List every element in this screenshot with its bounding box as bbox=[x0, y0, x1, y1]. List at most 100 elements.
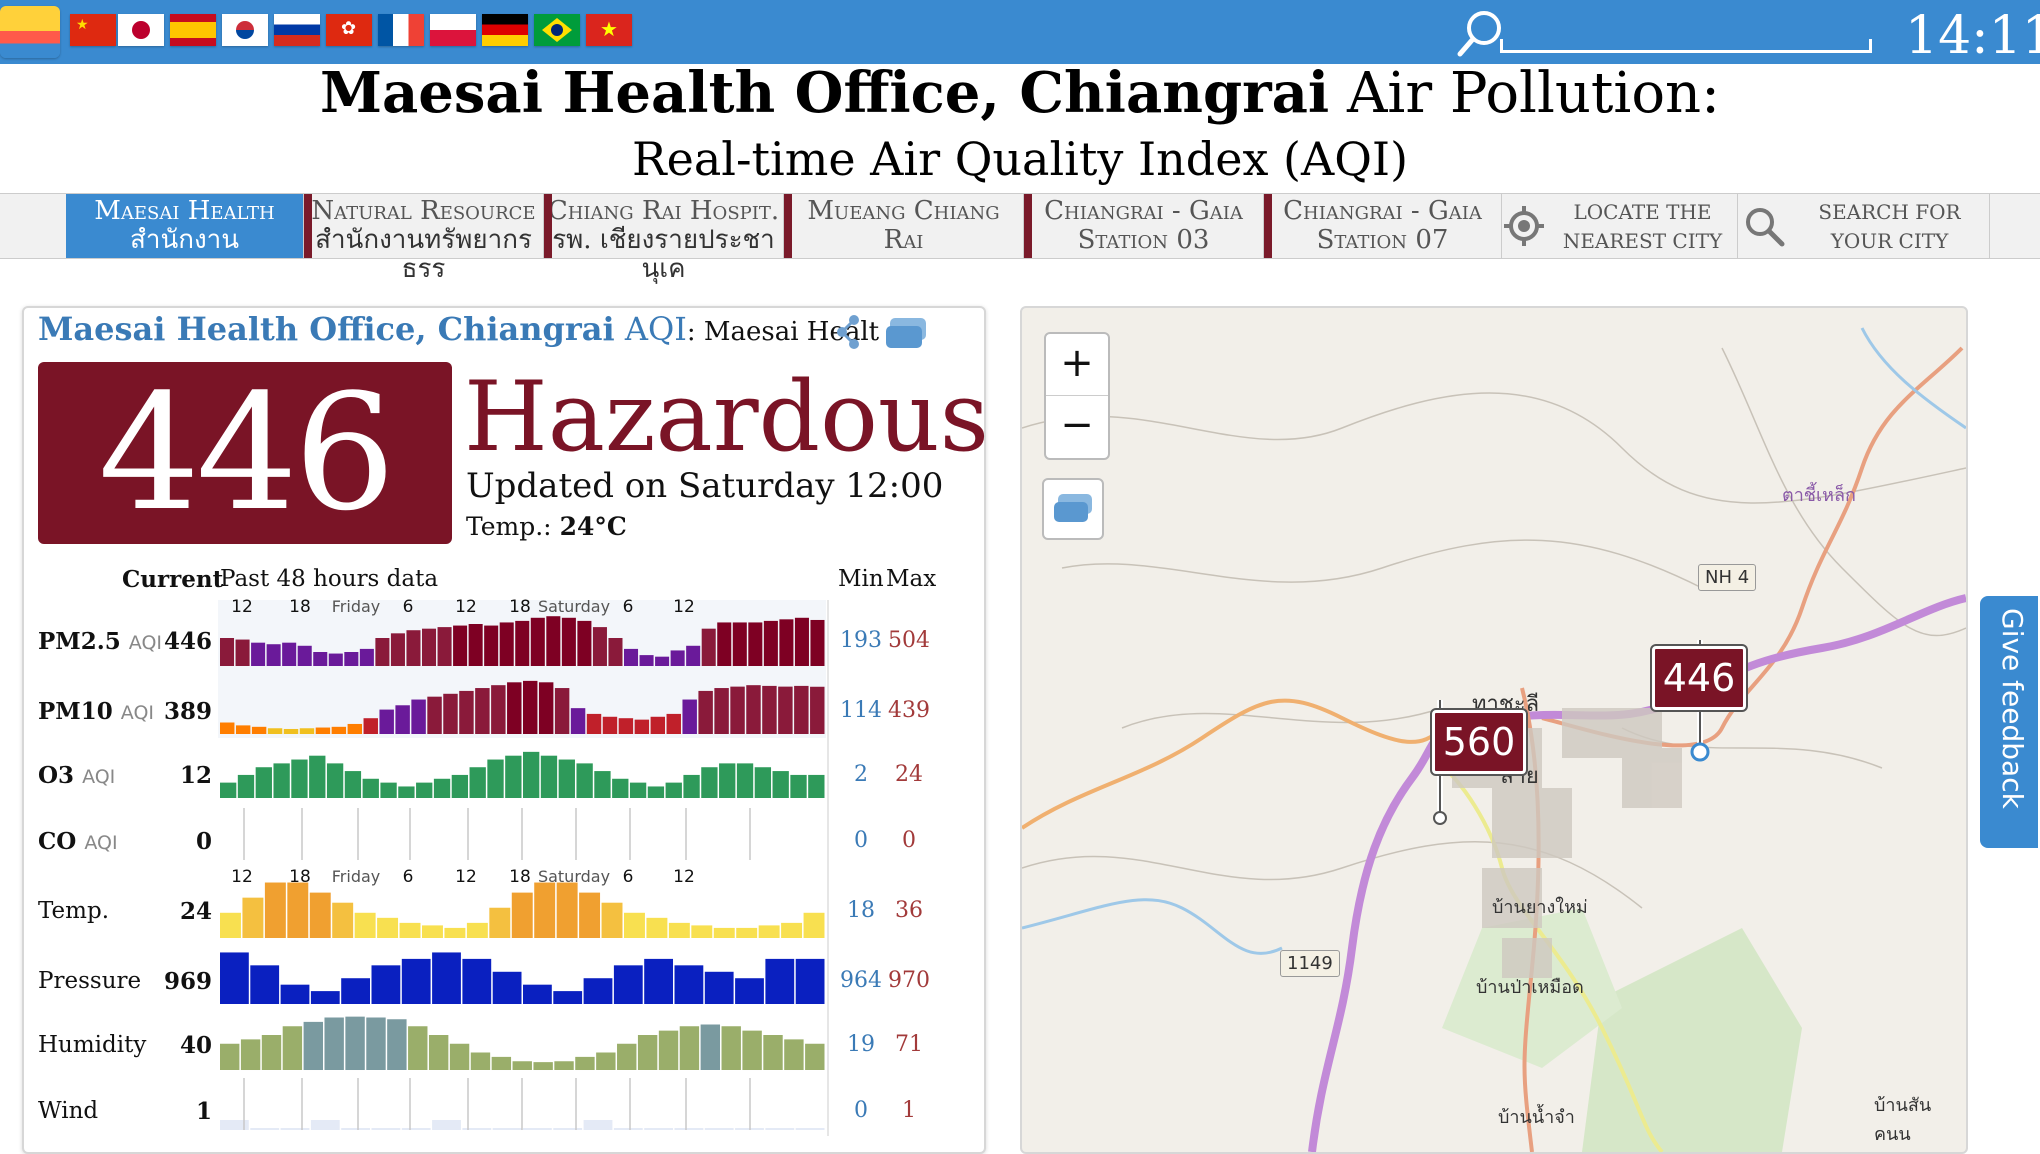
map-marker-446[interactable]: 446 bbox=[1652, 646, 1746, 710]
page-title: Maesai Health Office, Chiangrai Air Poll… bbox=[320, 60, 1720, 126]
station-nav: Maesai Health สำนักงานสาธารณสุข Natural R… bbox=[0, 193, 2040, 284]
nav-item-gaia-station-07[interactable]: Chiangrai - Gaia Station 07 bbox=[1264, 194, 1502, 258]
zoom-out-button[interactable]: − bbox=[1046, 395, 1108, 457]
header-max: Max bbox=[886, 566, 937, 592]
row-current-value: 12 bbox=[179, 762, 212, 789]
time-tick-label: Saturday bbox=[537, 597, 611, 616]
flag-france-icon[interactable] bbox=[378, 14, 424, 46]
flag-vietnam-icon[interactable]: ★ bbox=[586, 14, 632, 46]
road-shield: 1149 bbox=[1280, 950, 1340, 977]
header-min: Min bbox=[838, 566, 884, 592]
row-min-value: 0 bbox=[854, 828, 868, 853]
time-tick-label: 12 bbox=[231, 867, 253, 887]
nav-item-natural-resource[interactable]: Natural Resource สำนักงานทรัพยากรธรร bbox=[304, 194, 544, 284]
time-tick-label: 6 bbox=[622, 597, 634, 617]
search-icon[interactable] bbox=[1450, 6, 1510, 62]
row-max-value: 970 bbox=[888, 968, 930, 993]
row-min-value: 0 bbox=[854, 1098, 868, 1123]
road-shield: NH 4 bbox=[1698, 564, 1757, 591]
flag-spain-icon[interactable] bbox=[170, 14, 216, 46]
chart-area-humidity bbox=[218, 1006, 826, 1070]
chart-area-o3 bbox=[218, 740, 826, 802]
time-tick-label: 18 bbox=[509, 867, 531, 887]
nav-item-gaia-station-03[interactable]: Chiangrai - Gaia Station 03 bbox=[1024, 194, 1264, 258]
clock: 14:11 bbox=[1905, 6, 2040, 66]
row-max-value: 71 bbox=[895, 1032, 923, 1057]
search-city-icon[interactable] bbox=[1742, 204, 1786, 248]
row-max-value: 24 bbox=[895, 762, 923, 787]
share-icon[interactable] bbox=[834, 314, 864, 350]
row-label: O3 AQI bbox=[38, 762, 116, 789]
row-min-value: 114 bbox=[840, 698, 882, 723]
row-current-value: 24 bbox=[179, 898, 212, 925]
time-tick-label: 6 bbox=[402, 597, 414, 617]
time-tick-label: 12 bbox=[455, 867, 477, 887]
time-tick-label: 12 bbox=[673, 597, 695, 617]
header-current: Current bbox=[122, 566, 224, 593]
row-current-value: 1 bbox=[195, 1098, 212, 1125]
map-label: บ้านสันคนน bbox=[1874, 1095, 1932, 1145]
row-max-value: 1 bbox=[902, 1098, 916, 1123]
flag-korea-icon[interactable] bbox=[222, 14, 268, 46]
cloud-logo-icon[interactable] bbox=[0, 6, 60, 58]
chart-area-co bbox=[218, 804, 826, 866]
row-label: CO AQI bbox=[38, 828, 118, 855]
search-your-city-button[interactable]: Search for your city bbox=[1790, 194, 1990, 258]
row-current-value: 389 bbox=[163, 698, 212, 725]
card-title: Maesai Health Office, Chiangrai AQI: Mae… bbox=[38, 310, 880, 348]
time-tick-label: 12 bbox=[231, 597, 253, 617]
locate-nearest-city-button[interactable]: Locate the nearest city bbox=[1548, 194, 1738, 258]
nav-item-mueang-chiang-rai[interactable]: Mueang Chiang Rai bbox=[784, 194, 1024, 258]
time-tick-label: 12 bbox=[673, 867, 695, 887]
row-max-value: 439 bbox=[888, 698, 930, 723]
row-min-value: 19 bbox=[847, 1032, 875, 1057]
nav-item-chiang-rai-hospital[interactable]: Chiang Rai Hospit. รพ. เชียงรายประชานุเค bbox=[544, 194, 784, 284]
header-past-48h: Past 48 hours data bbox=[220, 566, 439, 592]
locate-icon[interactable] bbox=[1502, 204, 1546, 248]
aqi-level: Hazardous bbox=[464, 361, 989, 473]
zoom-control: + − bbox=[1044, 332, 1110, 460]
flag-china-icon[interactable]: ★ bbox=[70, 14, 116, 46]
time-axis-top: 12 18 Friday 6 12 18 Saturday 6 12 bbox=[218, 597, 828, 619]
map-label: ตาชี้เหล็ก bbox=[1782, 485, 1856, 506]
row-min-value: 18 bbox=[847, 898, 875, 923]
nav-item-maesai-health[interactable]: Maesai Health สำนักงานสาธารณสุข bbox=[66, 194, 304, 284]
time-tick-label: 6 bbox=[402, 867, 414, 887]
time-tick-label: 12 bbox=[455, 597, 477, 617]
flag-hongkong-icon[interactable]: ✿ bbox=[326, 14, 372, 46]
map-marker-560[interactable]: 560 bbox=[1432, 710, 1526, 774]
map-label: บ้านป่าเหมือด bbox=[1476, 977, 1584, 998]
time-tick-label: 18 bbox=[509, 597, 531, 617]
flag-germany-icon[interactable] bbox=[482, 14, 528, 46]
flag-russia-icon[interactable] bbox=[274, 14, 320, 46]
zoom-in-button[interactable]: + bbox=[1060, 340, 1094, 386]
give-feedback-button[interactable]: Give feedback bbox=[1980, 596, 2038, 848]
layers-icon[interactable] bbox=[884, 316, 928, 350]
time-tick-label: 6 bbox=[622, 867, 634, 887]
chart-area-pm10 bbox=[218, 670, 826, 738]
search-input[interactable] bbox=[1500, 12, 1872, 53]
row-current-value: 969 bbox=[163, 968, 212, 995]
layers-icon bbox=[1054, 494, 1092, 522]
flag-brazil-icon[interactable] bbox=[534, 14, 580, 46]
row-label: Wind bbox=[38, 1098, 99, 1124]
row-min-value: 193 bbox=[840, 628, 882, 653]
row-label: PM10 AQI bbox=[38, 698, 155, 725]
flag-japan-icon[interactable] bbox=[118, 14, 164, 46]
row-label: PM2.5 AQI bbox=[38, 628, 163, 655]
row-min-value: 2 bbox=[854, 762, 868, 787]
map-label: บ้านน้ำจำ bbox=[1498, 1107, 1575, 1128]
page-subtitle: Real-time Air Quality Index (AQI) bbox=[631, 132, 1409, 186]
flag-poland-icon[interactable] bbox=[430, 14, 476, 46]
current-temperature: Temp.: 24°C bbox=[466, 512, 627, 541]
updated-time: Updated on Saturday 12:00 bbox=[466, 466, 944, 506]
map-label: บ้านยางใหม่ bbox=[1492, 897, 1588, 918]
row-label: Temp. bbox=[38, 898, 110, 924]
time-tick-label: Friday bbox=[331, 867, 381, 886]
map-layers-button[interactable] bbox=[1042, 478, 1104, 540]
time-tick-label: 18 bbox=[289, 597, 311, 617]
chart-area-pressure bbox=[218, 942, 826, 1006]
chart-area-wind bbox=[218, 1074, 826, 1138]
aqi-value-box: 446 bbox=[38, 362, 452, 544]
time-tick-label: Saturday bbox=[537, 867, 611, 886]
